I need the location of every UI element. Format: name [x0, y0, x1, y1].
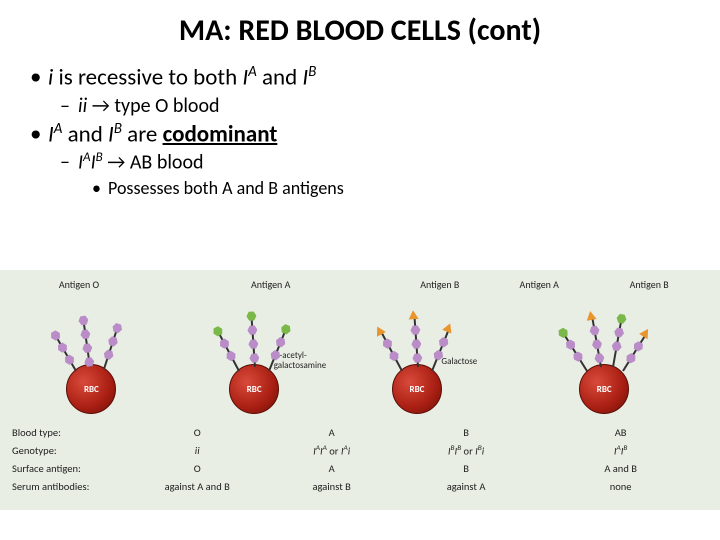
table-row-antigen: Surface antigen: O A B A and B	[12, 460, 708, 478]
cell-group-o: Antigen O RBC	[10, 276, 173, 420]
table-row-genotype: Genotype: ii IAIA or IAi IBIB or IBi IAI…	[12, 442, 708, 460]
table-row-bloodtype: Blood type: O A B AB	[12, 424, 708, 442]
rbc-row: Antigen O RBC Antigen A N-acetyl- galact…	[0, 270, 720, 420]
blood-type-table: Blood type: O A B AB Genotype: ii IAIA o…	[0, 420, 720, 496]
bullet-1-sub: ii → type O blood	[78, 94, 690, 118]
galactose-label: Galactose	[441, 356, 477, 367]
bullet-2-sub: IAIB → AB blood	[78, 150, 690, 175]
bullet-2-sub-sub: Possesses both A and B antigens	[108, 177, 690, 199]
antigen-ab-a-label: Antigen A	[520, 278, 559, 291]
page-title: MA: RED BLOOD CELLS (cont)	[30, 12, 690, 49]
bullet-2: IA and IB are codominant	[48, 120, 690, 149]
antigen-a-label: Antigen A	[251, 278, 290, 291]
antigen-o-label: Antigen O	[59, 278, 99, 291]
rbc-a: RBC	[229, 364, 279, 414]
antigen-ab-b-label: Antigen B	[630, 278, 669, 291]
nacetyl-label: N-acetyl- galactosamine	[274, 351, 327, 371]
table-row-antibodies: Serum antibodies: against A and B agains…	[12, 478, 708, 496]
antigen-b-label: Antigen B	[420, 278, 459, 291]
cell-group-a: Antigen A N-acetyl- galactosamine RBC	[173, 276, 336, 420]
rbc-b: RBC	[392, 364, 442, 414]
bullet-1: i is recessive to both IA and IB	[48, 63, 690, 92]
rbc-ab: RBC	[579, 364, 629, 414]
blood-type-diagram: Antigen O RBC Antigen A N-acetyl- galact…	[0, 270, 720, 510]
rbc-o: RBC	[66, 364, 116, 414]
cell-group-b: Antigen B Galactose RBC	[336, 276, 499, 420]
cell-group-ab: Antigen A Antigen B RBC	[498, 276, 710, 420]
